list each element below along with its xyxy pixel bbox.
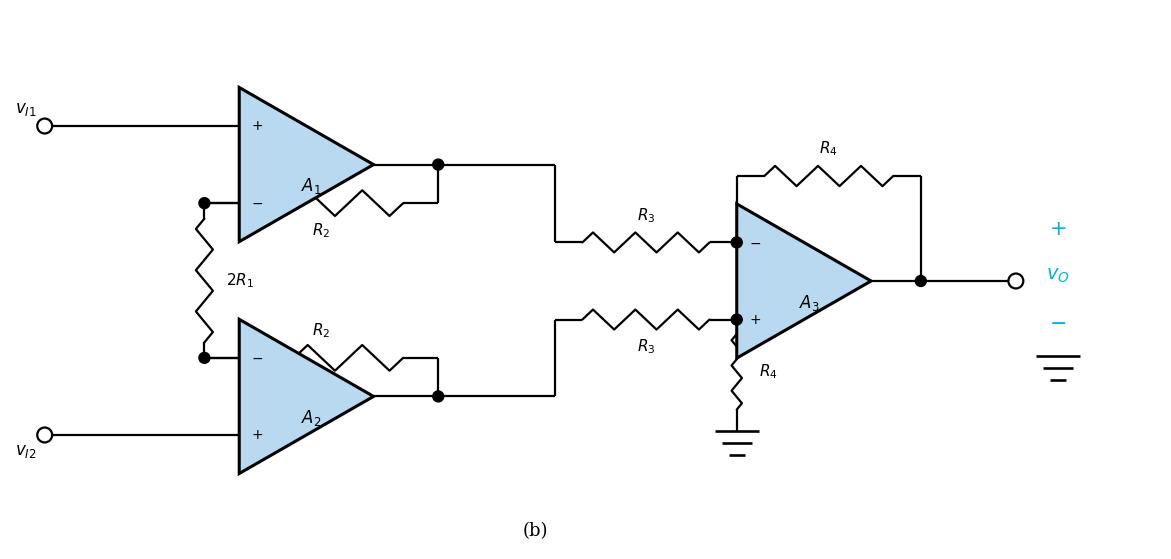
Text: $v_{I1}$: $v_{I1}$ [15, 101, 36, 118]
Text: $+$: $+$ [251, 119, 263, 133]
Text: $R_3$: $R_3$ [637, 338, 656, 356]
Text: $A_2$: $A_2$ [301, 408, 322, 428]
Circle shape [731, 314, 742, 325]
Polygon shape [737, 204, 871, 358]
Text: $v_{I2}$: $v_{I2}$ [15, 443, 36, 460]
Circle shape [199, 198, 210, 209]
Text: $-$: $-$ [251, 351, 263, 365]
Circle shape [433, 159, 444, 170]
Text: $-$: $-$ [748, 235, 761, 249]
Polygon shape [239, 87, 374, 241]
Circle shape [433, 391, 444, 402]
Text: $-$: $-$ [251, 196, 263, 210]
Text: $+$: $+$ [748, 312, 761, 326]
Text: $R_4$: $R_4$ [759, 362, 778, 381]
Text: $R_4$: $R_4$ [820, 139, 838, 158]
Text: (b): (b) [523, 522, 548, 539]
Circle shape [731, 237, 742, 248]
Circle shape [916, 276, 926, 286]
Text: $R_2$: $R_2$ [313, 221, 330, 240]
Text: $R_3$: $R_3$ [637, 206, 656, 225]
Circle shape [199, 352, 210, 363]
Text: $2R_1$: $2R_1$ [226, 271, 254, 290]
Text: $R_2$: $R_2$ [313, 321, 330, 340]
Text: $+$: $+$ [1049, 220, 1067, 239]
Text: $+$: $+$ [251, 428, 263, 442]
Text: $A_3$: $A_3$ [799, 293, 820, 313]
Text: $A_1$: $A_1$ [301, 177, 322, 196]
Text: $v_O$: $v_O$ [1046, 267, 1069, 285]
Text: $-$: $-$ [1049, 313, 1067, 332]
Polygon shape [239, 319, 374, 473]
